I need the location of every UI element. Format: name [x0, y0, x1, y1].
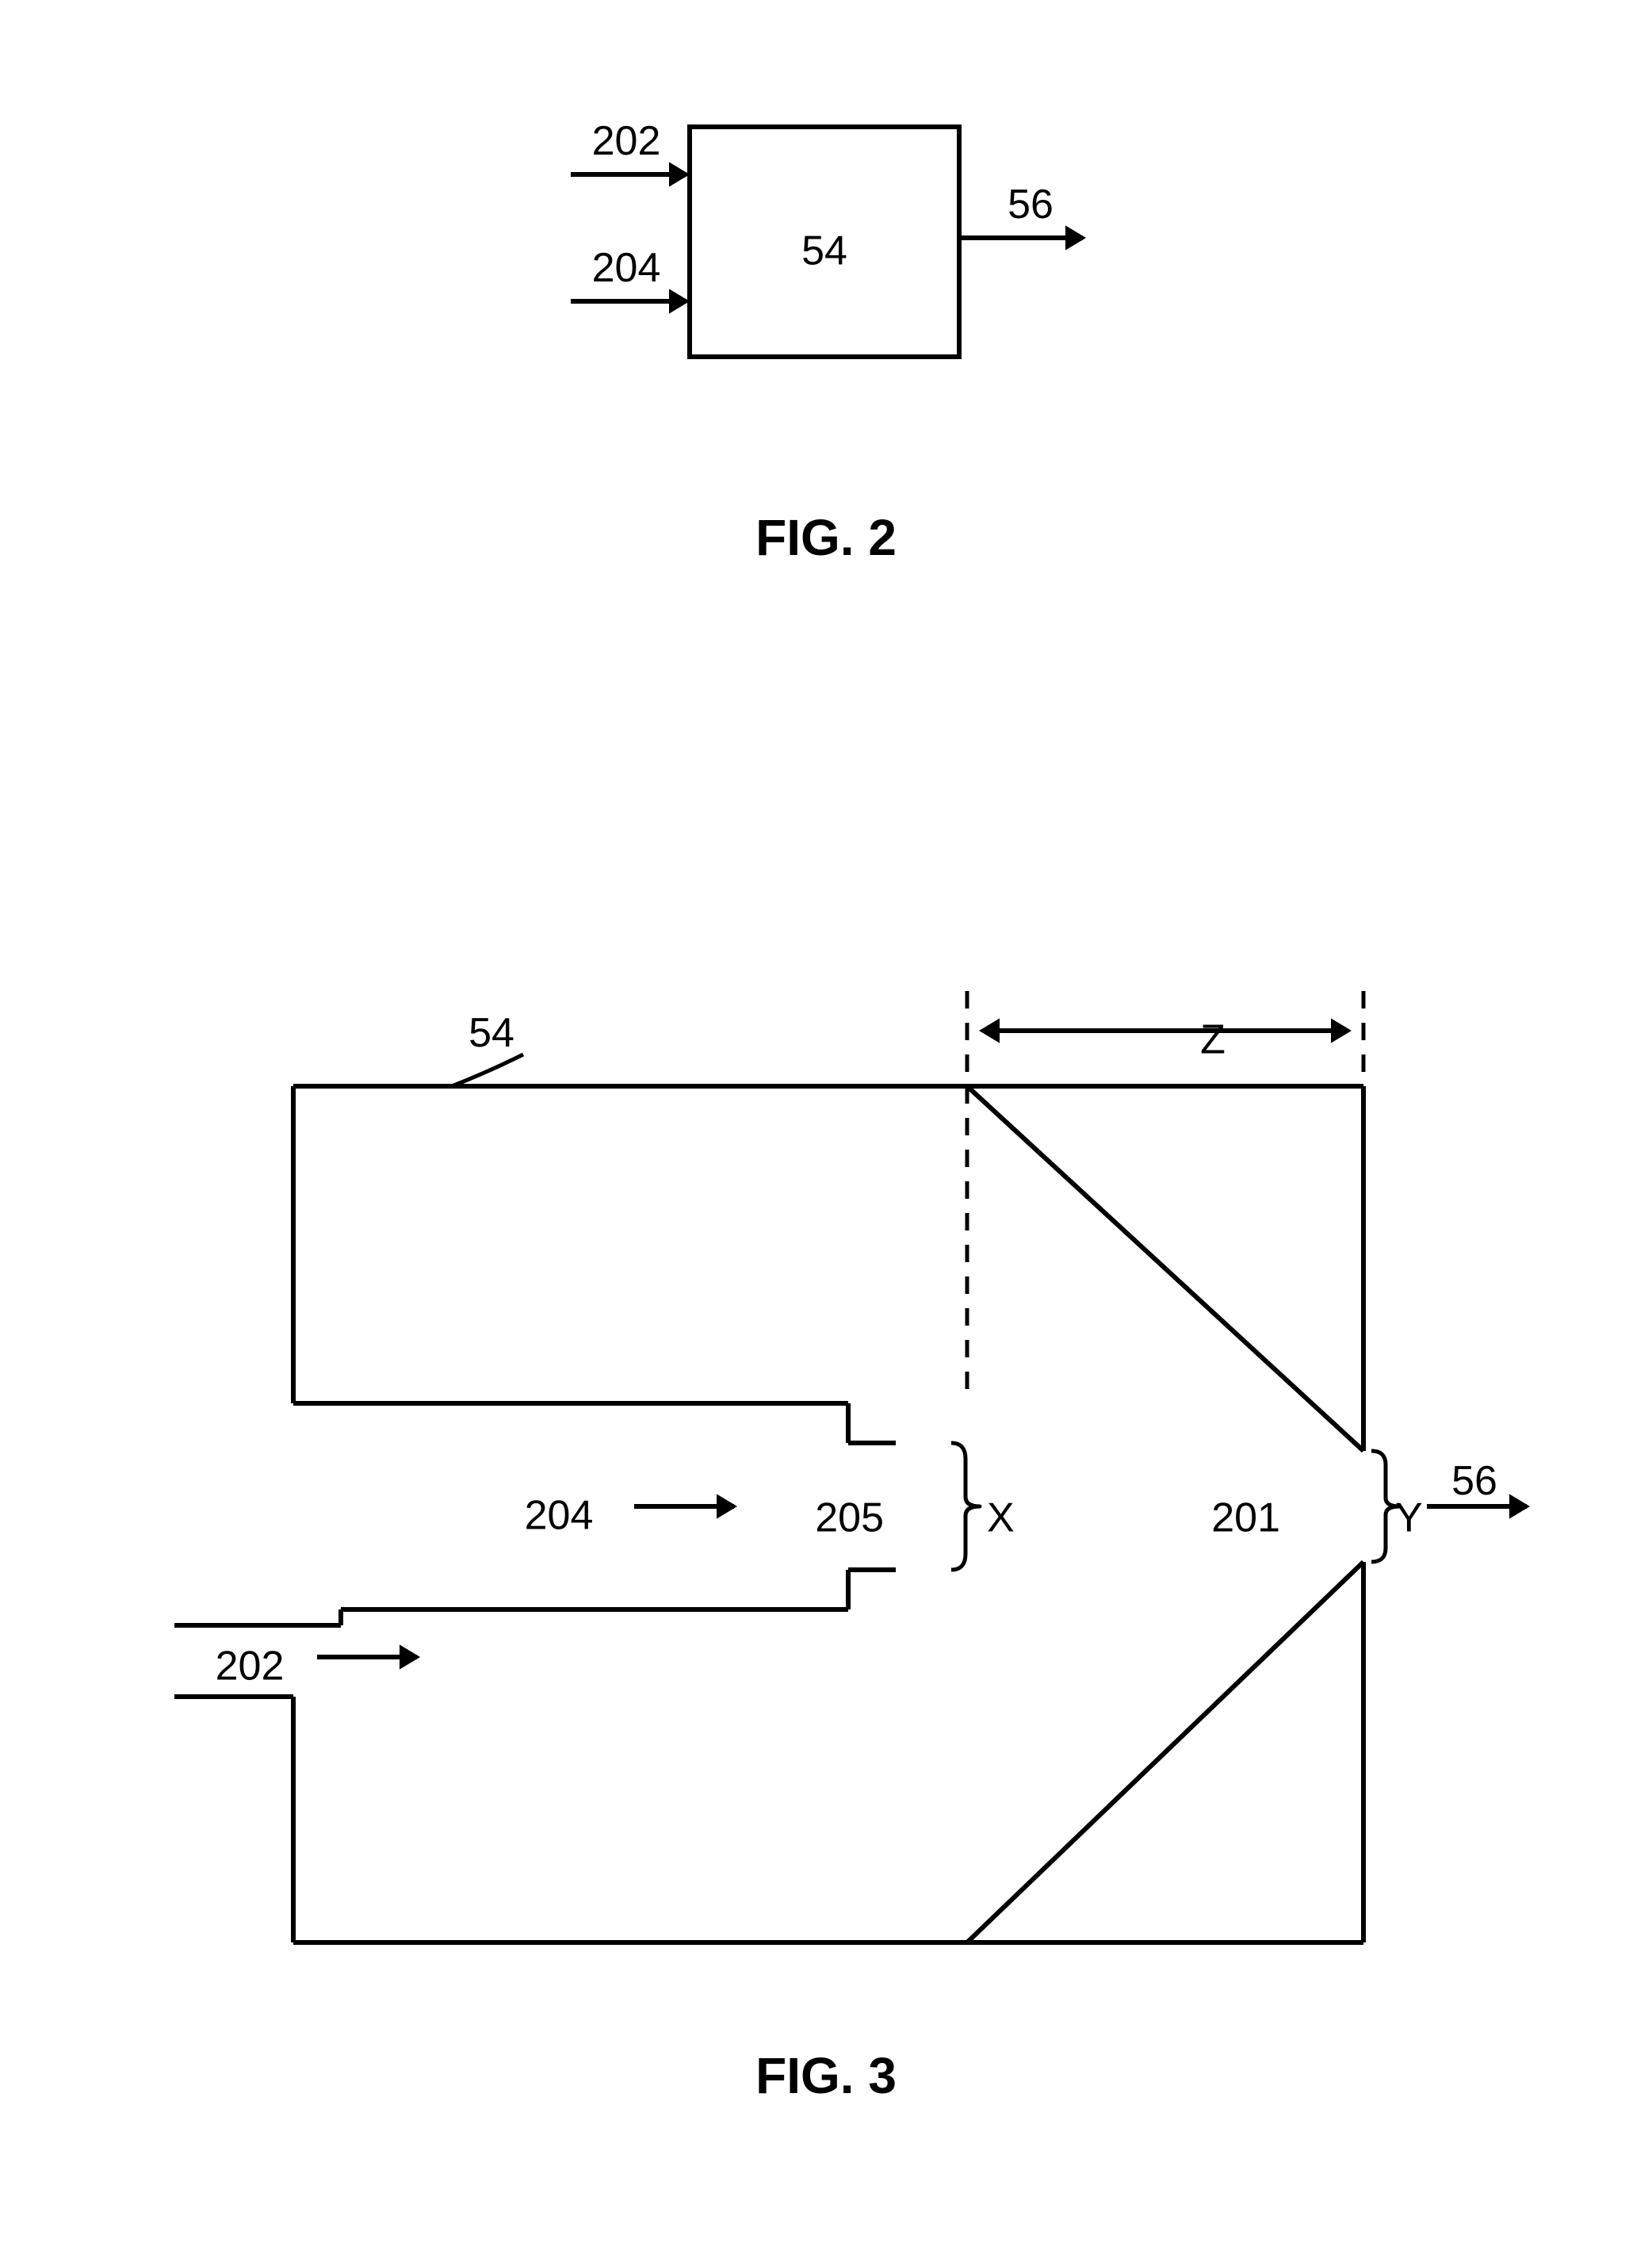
fig3-label-Z: Z: [1200, 1017, 1226, 1063]
fig3-label-202: 202: [216, 1644, 285, 1690]
fig3-label-204: 204: [525, 1493, 594, 1539]
fig3-label-56: 56: [1451, 1458, 1497, 1504]
fig3-label-201: 201: [1211, 1495, 1280, 1541]
fig2-caption: FIG. 2: [755, 509, 897, 566]
fig3-caption: FIG. 3: [755, 2047, 897, 2104]
fig3-label-205: 205: [815, 1495, 884, 1541]
fig2-label-202: 202: [592, 118, 661, 164]
fig2-label-56: 56: [1008, 182, 1054, 228]
fig3-label-54: 54: [468, 1010, 514, 1056]
fig3-label-Y: Y: [1395, 1495, 1423, 1541]
fig2-box-label: 54: [801, 228, 847, 274]
fig2-label-204: 204: [592, 245, 661, 291]
fig3-label-X: X: [987, 1495, 1015, 1541]
